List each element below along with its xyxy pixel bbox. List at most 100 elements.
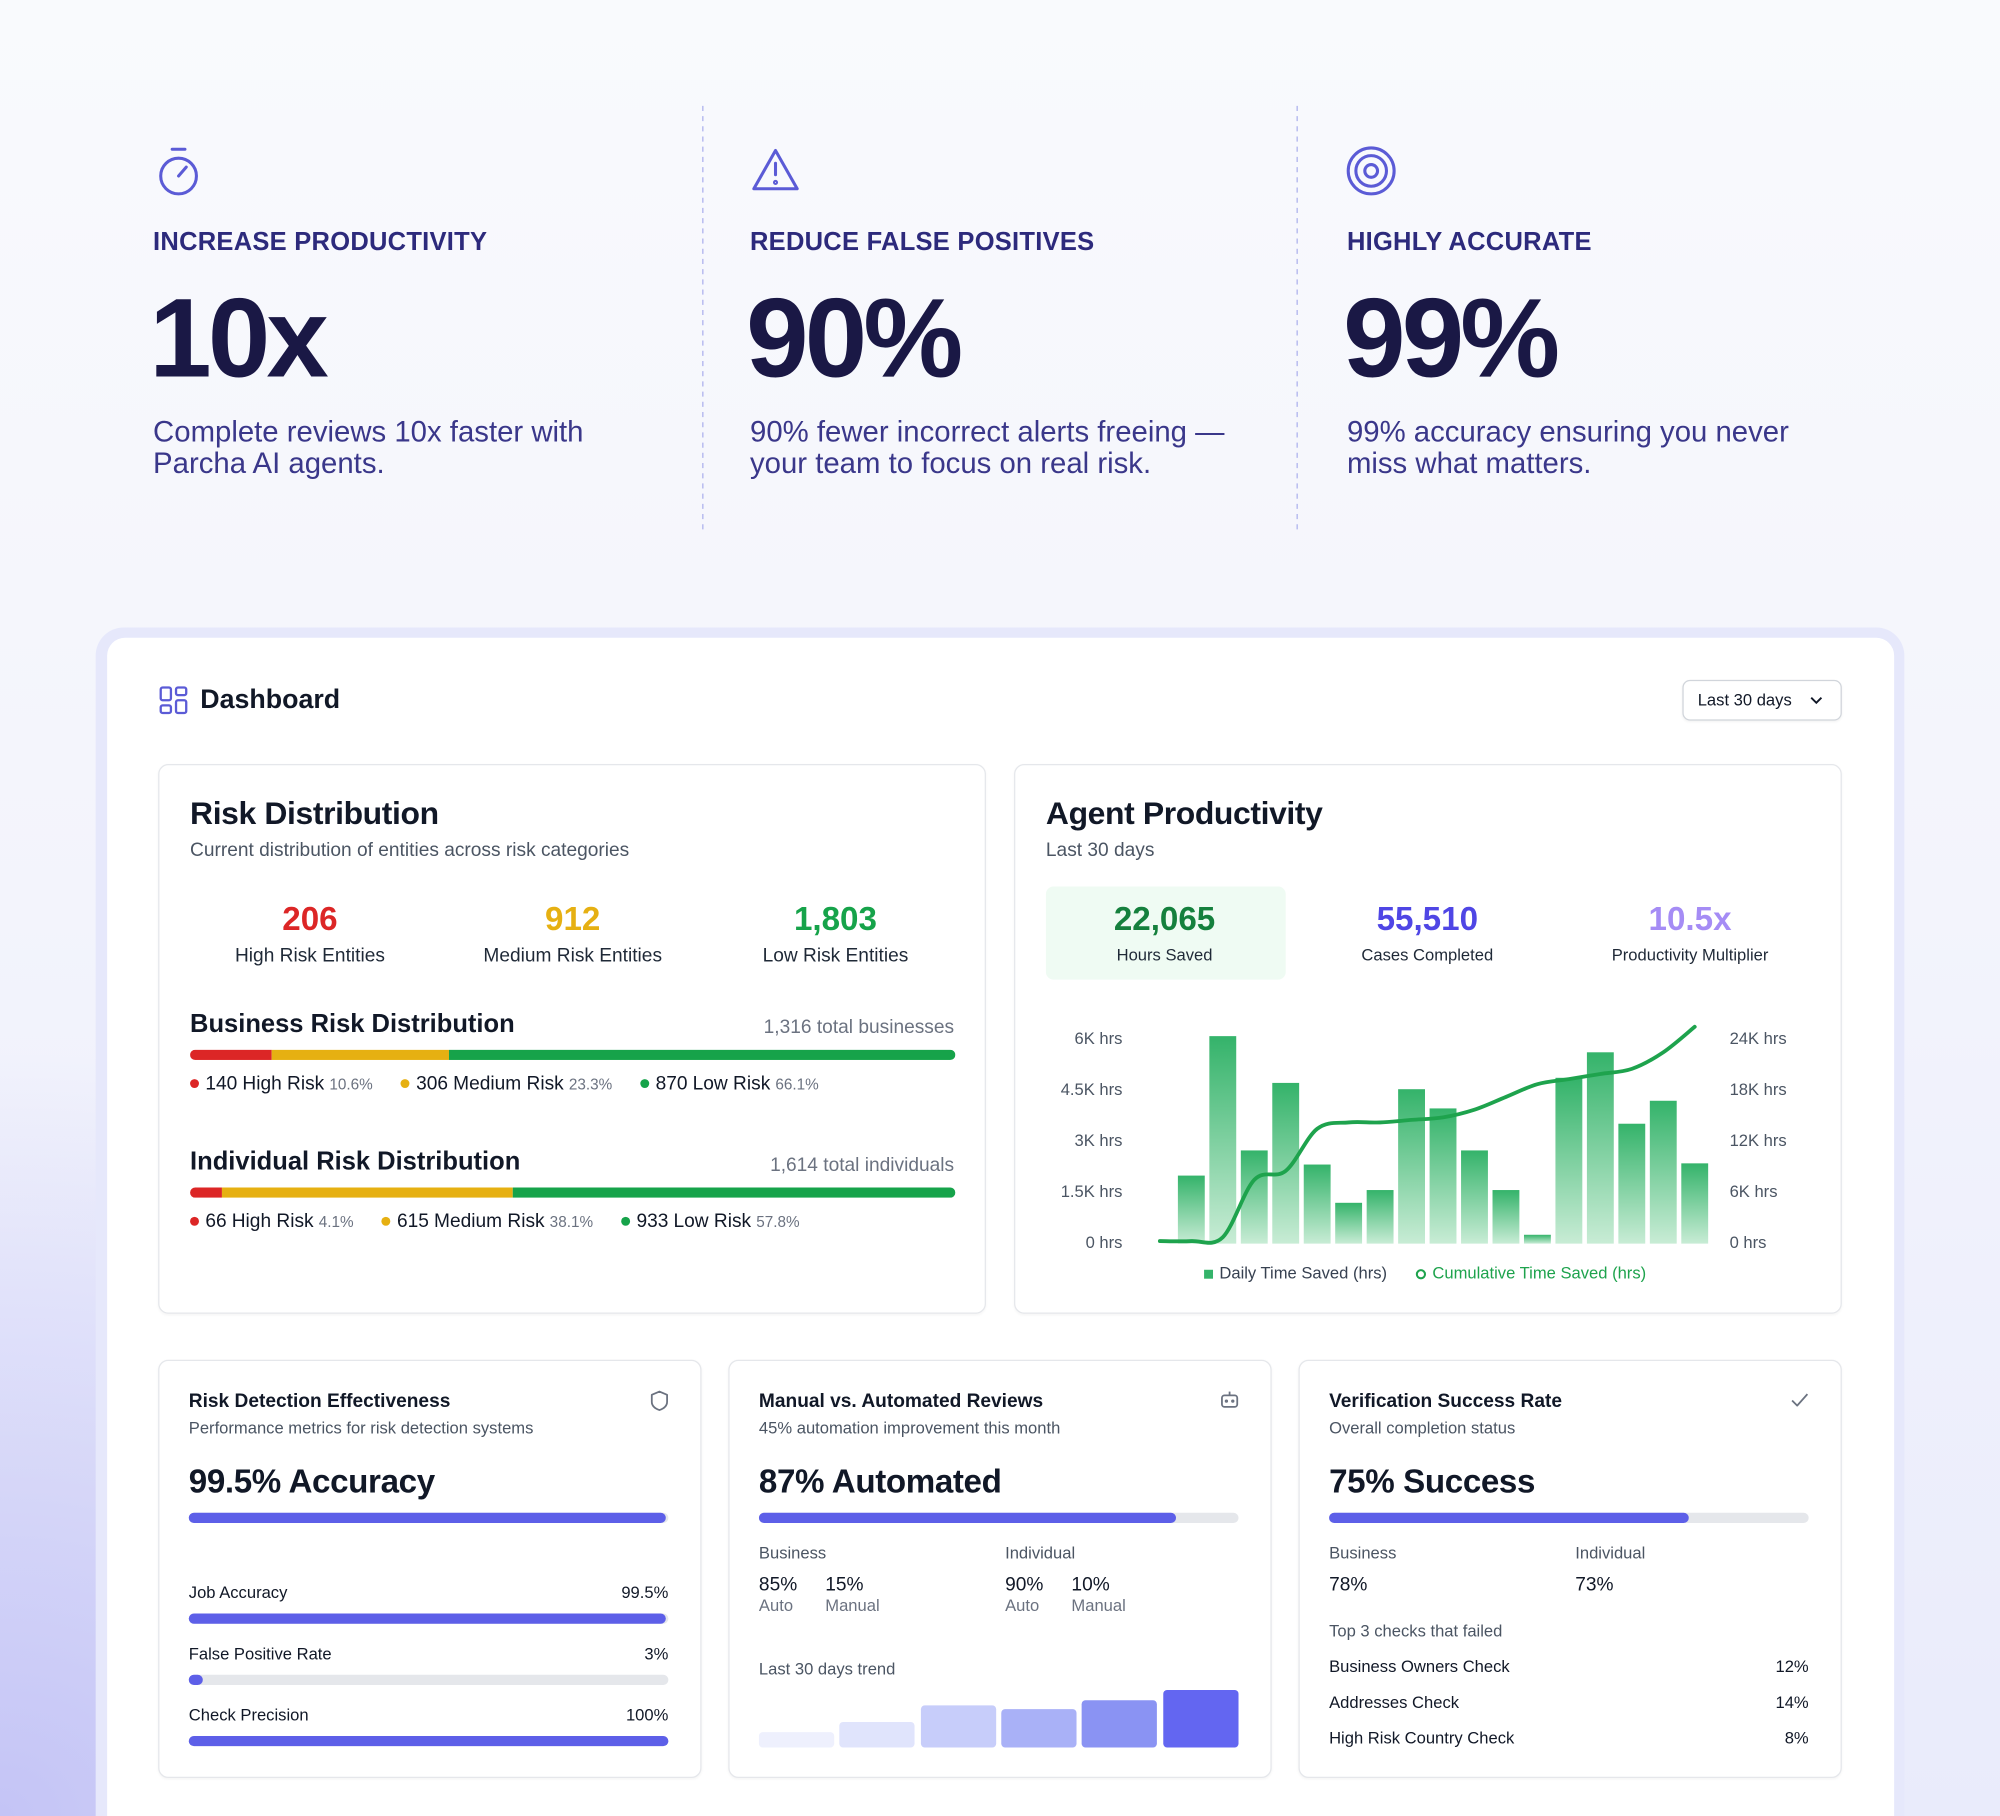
legend-label: Daily Time Saved (hrs) [1219,1264,1387,1283]
group-label: Manual [1071,1595,1126,1616]
kpi-label: Productivity Multiplier [1611,945,1769,965]
risk-segment [190,1049,272,1060]
legend-item: 933 Low Risk 57.8% [621,1210,800,1232]
y2-tick-label: 18K hrs [1730,1080,1787,1099]
bar [1681,1163,1709,1244]
card-subtitle: Performance metrics for risk detection s… [188,1418,534,1438]
legend-label: High Risk [231,1209,314,1232]
card-title: Verification Success Rate [1329,1390,1562,1412]
y-tick-label: 4.5K hrs [1061,1080,1123,1099]
group-value: 73% [1575,1573,1614,1596]
legend-count: 140 [205,1072,238,1094]
summary-value: 206 [282,899,338,938]
trend-bar [839,1721,915,1748]
bar [1398,1089,1425,1244]
y2-tick-label: 12K hrs [1730,1131,1787,1150]
range-select[interactable] [1682,679,1842,721]
summary-label: Low Risk Entities [762,945,909,967]
risk-bar [190,1049,956,1060]
group-name: Business [1329,1543,1397,1563]
headline: 99.5% Accuracy [188,1462,435,1501]
metric-value: 99.5% [621,1583,669,1603]
metric-name: Job Accuracy [188,1583,288,1603]
group-name: Individual [1575,1543,1646,1563]
group-name: Business [758,1543,827,1563]
feature-title: REDUCE FALSE POSITIVES [749,228,1095,257]
metric-value: 100% [625,1705,669,1725]
risk-segment [449,1049,956,1060]
card-subtitle: Current distribution of entities across … [190,839,630,861]
progress-fill [188,1674,204,1685]
card-title: Agent Productivity [1045,795,1323,832]
legend-item: 140 High Risk 10.6% [190,1072,373,1094]
feature-description: 99% accuracy ensuring you never [1346,414,1789,448]
bar [1492,1190,1520,1244]
legend-count: 66 [205,1209,227,1232]
feature-description: Complete reviews 10x faster with [153,414,584,448]
summary-label: High Risk Entities [234,945,385,967]
risk-segment [190,1187,222,1198]
kpi-value: 55,510 [1376,899,1479,938]
legend-item: 870 Low Risk 66.1% [640,1072,819,1094]
bar [1272,1082,1300,1244]
bar [1429,1108,1457,1244]
headline: 75% Success [1329,1462,1536,1501]
bar [1555,1077,1583,1244]
group-label: Auto [758,1595,794,1616]
bar [1366,1190,1394,1244]
group-name: Individual [1005,1543,1076,1563]
legend-count: 306 [416,1072,449,1094]
section-title: Individual Risk Distribution [190,1147,521,1177]
metric-name: False Positive Rate [188,1644,332,1664]
trend-bar [1162,1690,1238,1748]
card-title: Manual vs. Automated Reviews [758,1390,1044,1412]
trend-bar [1081,1700,1158,1748]
group-value: 10% [1071,1573,1110,1596]
kpi-value: 22,065 [1113,899,1216,938]
y2-tick-label: 24K hrs [1730,1029,1787,1048]
feature-stat: 90% [746,274,963,401]
progress-fill [1329,1512,1689,1523]
feature-description: miss what matters. [1346,446,1592,480]
failed-value: 14% [1775,1692,1809,1712]
range-label: Last 30 days [1697,690,1792,710]
feature-title: INCREASE PRODUCTIVITY [153,228,488,257]
legend-label: Medium Risk [434,1209,545,1232]
feature-title: HIGHLY ACCURATE [1346,228,1592,257]
progress-fill [758,1512,1177,1523]
section-total: 1,614 total individuals [770,1154,955,1177]
failed-title: Top 3 checks that failed [1329,1621,1503,1641]
trend-title: Last 30 days trend [758,1659,896,1679]
legend-count: 615 [396,1209,429,1232]
trend-bar [920,1705,996,1748]
legend-pct: 23.3% [568,1074,613,1093]
y2-tick-label: 6K hrs [1730,1182,1778,1201]
kpi-highlight [1045,886,1286,980]
chevron [1810,697,1823,705]
card-title: Risk Detection Effectiveness [188,1390,451,1412]
feature-description: Parcha AI agents. [153,446,385,480]
y-tick-label: 3K hrs [1075,1131,1123,1150]
card-subtitle: Last 30 days [1045,839,1155,861]
risk-segment [271,1049,450,1060]
kpi-label: Hours Saved [1116,945,1213,965]
card-subtitle: Overall completion status [1329,1418,1516,1438]
feature-description: your team to focus on real risk. [749,446,1152,480]
failed-name: Business Owners Check [1329,1657,1510,1677]
legend-dot [400,1078,410,1088]
legend-dot [190,1078,199,1088]
dashboard-title: Dashboard [200,685,341,715]
risk-segment [512,1187,956,1198]
legend-item: 66 High Risk 4.1% [190,1210,354,1232]
legend-label: High Risk [242,1072,325,1094]
dashboard-icon [159,686,188,715]
progress-fill [188,1512,666,1523]
y-tick-label: 6K hrs [1075,1029,1123,1048]
group-value: 15% [825,1573,864,1596]
group-value: 78% [1329,1573,1368,1596]
legend-dot [381,1216,391,1226]
kpi-value: 10.5x [1648,899,1732,938]
feature-icons [159,146,1396,196]
bar [1177,1175,1205,1244]
